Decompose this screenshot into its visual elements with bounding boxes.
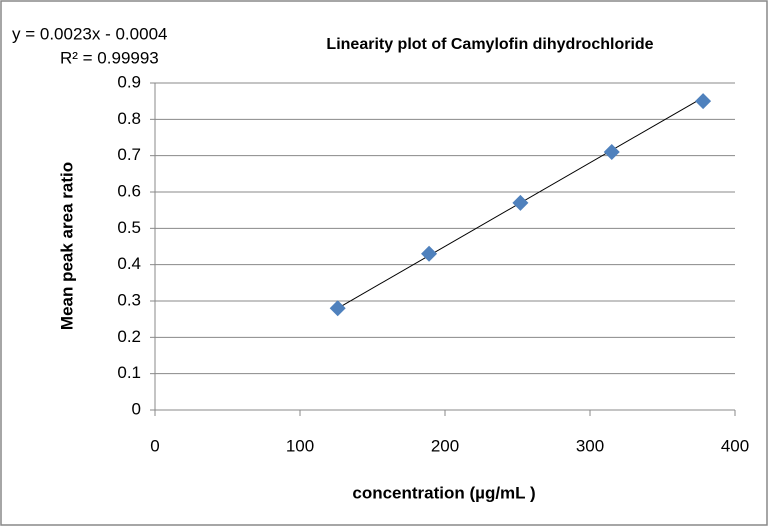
data-point <box>329 300 346 317</box>
y-tick-label: 0.5 <box>117 218 141 237</box>
data-point <box>421 245 438 262</box>
y-tick-label: 0 <box>132 399 141 418</box>
data-point <box>512 194 529 211</box>
y-tick-label: 0.9 <box>117 72 141 91</box>
y-tick-label: 0.1 <box>117 363 141 382</box>
x-tick-label: 200 <box>431 436 459 455</box>
r-squared: R² = 0.99993 <box>60 48 159 67</box>
x-tick-label: 300 <box>576 436 604 455</box>
x-tick-label: 0 <box>150 436 159 455</box>
y-tick-label: 0.4 <box>117 254 141 273</box>
y-axis-label: Mean peak area ratio <box>57 162 76 330</box>
data-point <box>695 93 712 110</box>
data-point <box>603 144 620 161</box>
y-tick-label: 0.2 <box>117 327 141 346</box>
chart-title: Linearity plot of Camylofin dihydrochlor… <box>326 36 653 53</box>
x-tick-label: 100 <box>286 436 314 455</box>
x-tick-label: 400 <box>721 436 749 455</box>
y-tick-label: 0.7 <box>117 145 141 164</box>
y-tick-label: 0.6 <box>117 181 141 200</box>
y-tick-label: 0.3 <box>117 290 141 309</box>
equation: y = 0.0023x - 0.0004 <box>12 24 167 43</box>
y-tick-label: 0.8 <box>117 109 141 128</box>
x-axis-label: concentration (µg/mL ) <box>352 483 535 502</box>
